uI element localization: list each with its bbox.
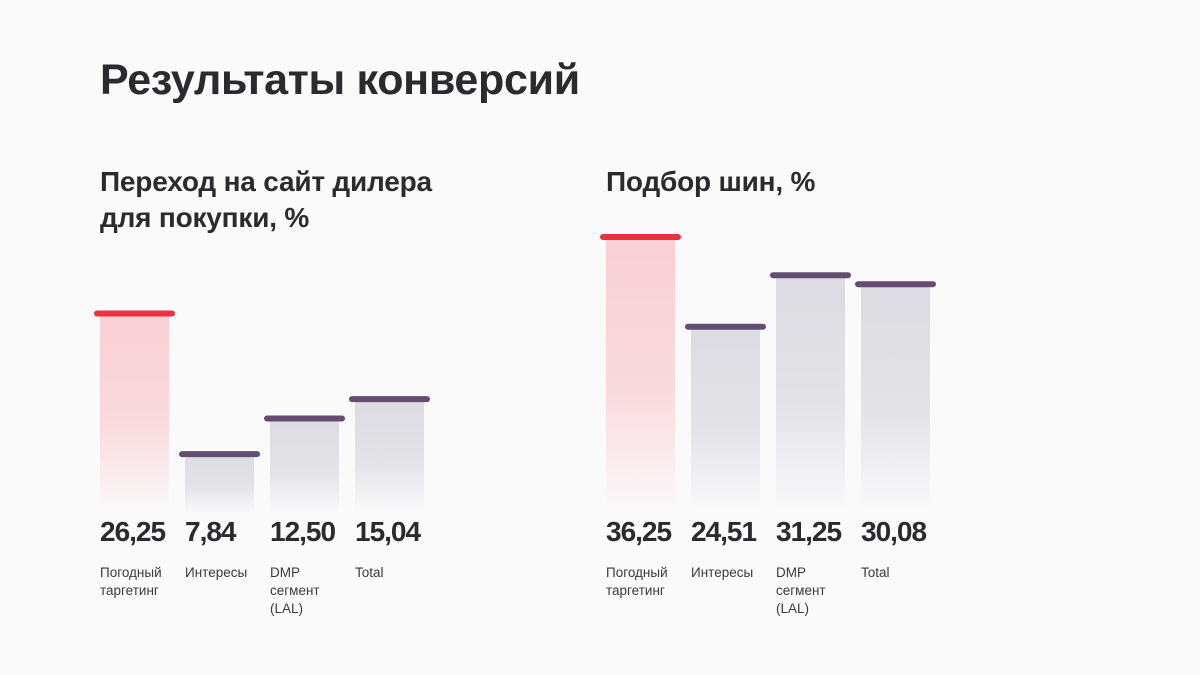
category-label-2: Интересы <box>691 565 754 580</box>
chart-title-dealer-visit: Переход на сайт дилера для покупки, % <box>100 166 432 233</box>
bar-3 <box>270 418 339 514</box>
chart-panel-dealer-visit: Переход на сайт дилера для покупки, % 26… <box>94 164 520 644</box>
category-label-3: DMP сегмент (LAL) <box>776 565 826 616</box>
bar-2 <box>185 454 254 514</box>
bars-svg <box>94 310 430 514</box>
category-label-2: Интересы <box>185 565 248 580</box>
bar-1 <box>606 237 675 515</box>
value-label-4: 15,04 <box>355 516 421 547</box>
bars-svg <box>600 234 936 515</box>
value-label-3: 12,50 <box>270 516 336 547</box>
chart-panel-tire-selection: Подбор шин, % 36,25 24,51 31,25 30,08 Погодн… <box>600 164 1026 644</box>
value-label-1: 36,25 <box>606 516 672 547</box>
bar-4 <box>355 399 424 514</box>
category-label-4: Total <box>355 565 384 580</box>
page-title: Результаты конверсий <box>100 56 580 104</box>
chart-title-tire-selection: Подбор шин, % <box>606 166 816 197</box>
category-label-1: Погодный таргетинг <box>606 565 668 598</box>
category-label-4: Total <box>861 565 890 580</box>
value-label-4: 30,08 <box>861 516 927 547</box>
bar-1 <box>100 313 169 514</box>
bar-chart-dealer-visit: 26,25 7,84 12,50 15,04 Погодный таргетинг Инт… <box>94 164 520 644</box>
bar-chart-tire-selection: 36,25 24,51 31,25 30,08 Погодный таргетинг Ин… <box>600 164 1026 644</box>
bar-3 <box>776 275 845 514</box>
bar-2 <box>691 326 760 514</box>
value-label-2: 7,84 <box>185 516 236 547</box>
category-label-1: Погодный таргетинг <box>100 565 162 598</box>
value-label-3: 31,25 <box>776 516 842 547</box>
category-label-3: DMP сегмент (LAL) <box>270 565 320 616</box>
bar-4 <box>861 284 930 514</box>
value-label-2: 24,51 <box>691 516 757 547</box>
value-label-1: 26,25 <box>100 516 166 547</box>
